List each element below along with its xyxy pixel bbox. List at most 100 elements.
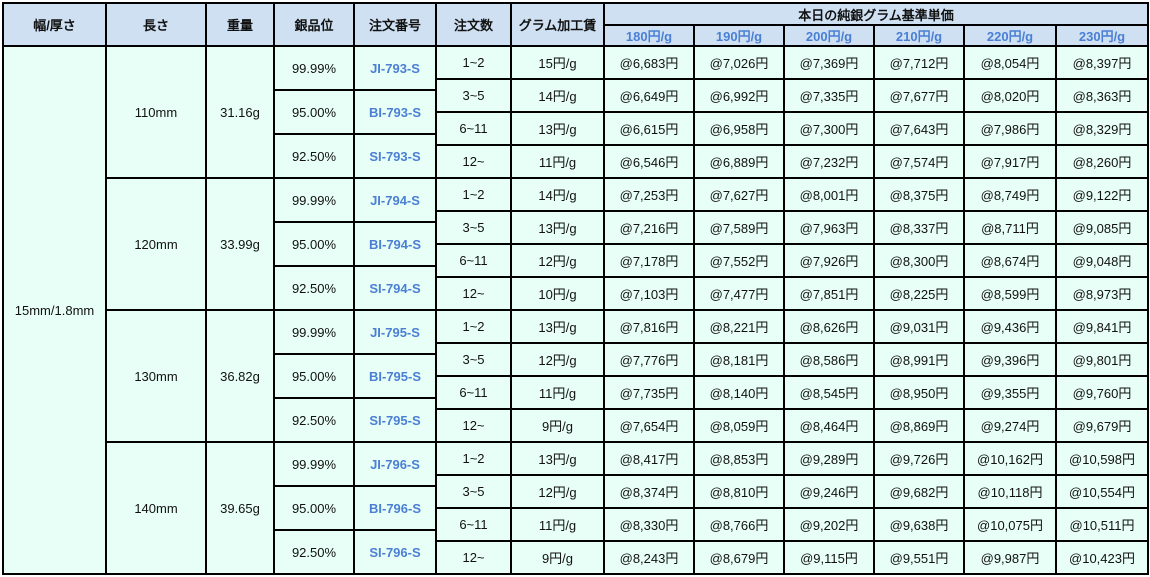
- price-cell: @6,958円: [693, 111, 785, 146]
- price-cell: @8,020円: [963, 78, 1057, 113]
- qty-cell: 12~: [435, 144, 512, 179]
- price-cell: @7,926円: [783, 243, 875, 278]
- price-cell: @7,627円: [693, 177, 785, 212]
- header-base-price-group: 本日の純銀グラム基準単価: [603, 2, 1149, 26]
- price-cell: @9,987円: [963, 540, 1057, 575]
- purity-cell: 92.50%: [273, 265, 355, 311]
- fee-cell: 12円/g: [510, 342, 605, 377]
- header-width-thickness: 幅/厚さ: [2, 2, 107, 47]
- purity-cell: 92.50%: [273, 529, 355, 575]
- purity-cell: 95.00%: [273, 353, 355, 399]
- price-cell: @7,103円: [603, 276, 695, 311]
- qty-cell: 3~5: [435, 78, 512, 113]
- purity-cell: 95.00%: [273, 485, 355, 531]
- price-cell: @8,869円: [873, 408, 965, 443]
- price-cell: @7,712円: [873, 45, 965, 80]
- purity-cell: 92.50%: [273, 397, 355, 443]
- price-cell: @10,554円: [1055, 474, 1149, 509]
- order-code-link[interactable]: SI-793-S: [353, 133, 437, 179]
- order-code-link[interactable]: JI-795-S: [353, 309, 437, 355]
- price-cell: @9,085円: [1055, 210, 1149, 245]
- qty-cell: 12~: [435, 276, 512, 311]
- price-cell: @9,801円: [1055, 342, 1149, 377]
- price-cell: @7,477円: [693, 276, 785, 311]
- price-cell: @6,683円: [603, 45, 695, 80]
- order-code-link[interactable]: SI-796-S: [353, 529, 437, 575]
- weight-cell: 33.99g: [205, 177, 275, 311]
- table-row: 6~11 11円/g @7,735円 @8,140円 @8,545円 @8,950円 @9,…: [3, 375, 1149, 410]
- price-cell: @9,115円: [783, 540, 875, 575]
- price-cell: @7,232円: [783, 144, 875, 179]
- price-cell: @10,162円: [963, 441, 1057, 476]
- table-row: 120mm 33.99g 99.99% JI-794-S 1~2 14円/g @7,253円…: [3, 177, 1149, 311]
- price-cell: @8,001円: [783, 177, 875, 212]
- order-code-link[interactable]: BI-793-S: [353, 89, 437, 135]
- price-cell: @8,243円: [603, 540, 695, 575]
- price-cell: @8,221円: [693, 309, 785, 344]
- price-cell: @7,816円: [603, 309, 695, 344]
- price-cell: @8,330円: [603, 507, 695, 542]
- fee-cell: 13円/g: [510, 210, 605, 245]
- price-cell: @6,889円: [693, 144, 785, 179]
- order-code-link[interactable]: JI-794-S: [353, 177, 437, 223]
- price-cell: @8,674円: [963, 243, 1057, 278]
- qty-cell: 6~11: [435, 243, 512, 278]
- price-cell: @7,253円: [603, 177, 695, 212]
- qty-cell: 6~11: [435, 375, 512, 410]
- order-code-link[interactable]: BI-795-S: [353, 353, 437, 399]
- price-cell: @9,396円: [963, 342, 1057, 377]
- order-code-link[interactable]: BI-796-S: [353, 485, 437, 531]
- price-cell: @8,417円: [603, 441, 695, 476]
- price-cell: @8,766円: [693, 507, 785, 542]
- table-row: 12~ 9円/g @8,243円 @8,679円 @9,115円 @9,551円 @9,98…: [3, 540, 1149, 575]
- fee-cell: 14円/g: [510, 177, 605, 212]
- price-cell: @9,726円: [873, 441, 965, 476]
- purity-cell: 99.99%: [273, 45, 355, 91]
- length-cell: 130mm: [105, 309, 207, 443]
- order-code-link[interactable]: JI-796-S: [353, 441, 437, 487]
- price-cell: @7,735円: [603, 375, 695, 410]
- price-cell: @9,638円: [873, 507, 965, 542]
- table-row: 12~ 10円/g @7,103円 @7,477円 @7,851円 @8,225円 @8,5…: [3, 276, 1149, 311]
- price-cell: @10,511円: [1055, 507, 1149, 542]
- price-cell: @9,289円: [783, 441, 875, 476]
- purity-cell: 99.99%: [273, 309, 355, 355]
- order-code-link[interactable]: SI-795-S: [353, 397, 437, 443]
- header-base-price: 180円/g: [603, 24, 695, 47]
- fee-cell: 11円/g: [510, 507, 605, 542]
- purity-cell: 99.99%: [273, 177, 355, 223]
- length-cell: 110mm: [105, 45, 207, 179]
- price-cell: @10,075円: [963, 507, 1057, 542]
- table-row: 95.00% BI-793-S: [3, 89, 1148, 135]
- price-cell: @6,615円: [603, 111, 695, 146]
- price-cell: @8,300円: [873, 243, 965, 278]
- price-cell: @8,586円: [783, 342, 875, 377]
- price-cell: @9,355円: [963, 375, 1057, 410]
- price-cell: @8,374円: [603, 474, 695, 509]
- qty-cell: 6~11: [435, 507, 512, 542]
- table-row: 95.00% BI-796-S: [3, 485, 1148, 531]
- price-cell: @10,118円: [963, 474, 1057, 509]
- fee-cell: 11円/g: [510, 144, 605, 179]
- order-code-link[interactable]: BI-794-S: [353, 221, 437, 267]
- price-cell: @8,260円: [1055, 144, 1149, 179]
- table-body: 15mm/1.8mm 110mm 31.16g 99.99% JI-793-S 1~2 15…: [2, 45, 1149, 575]
- table-row: 95.00% BI-795-S: [3, 353, 1148, 399]
- price-cell: @7,917円: [963, 144, 1057, 179]
- price-cell: @6,546円: [603, 144, 695, 179]
- qty-cell: 1~2: [435, 441, 512, 476]
- length-cell: 120mm: [105, 177, 207, 311]
- table-row: 92.50% SI-793-S: [3, 133, 1148, 179]
- order-code-link[interactable]: JI-793-S: [353, 45, 437, 91]
- qty-cell: 3~5: [435, 342, 512, 377]
- price-cell: @8,054円: [963, 45, 1057, 80]
- header-base-price: 200円/g: [783, 24, 875, 47]
- order-code-link[interactable]: SI-794-S: [353, 265, 437, 311]
- weight-cell: 31.16g: [205, 45, 275, 179]
- purity-cell: 95.00%: [273, 221, 355, 267]
- price-cell: @10,598円: [1055, 441, 1149, 476]
- header-order-no: 注文番号: [353, 2, 437, 47]
- price-cell: @6,649円: [603, 78, 695, 113]
- price-cell: @8,749円: [963, 177, 1057, 212]
